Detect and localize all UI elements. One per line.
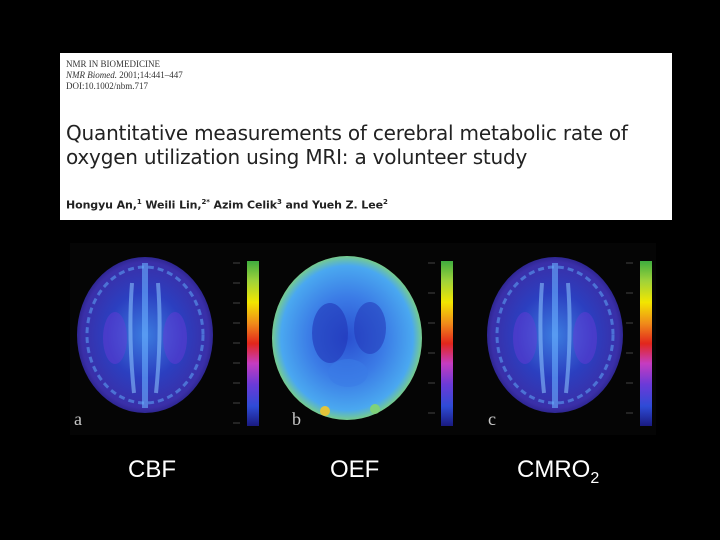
mri-figure-image [77, 256, 652, 426]
panel-a-color-scale [247, 261, 259, 426]
caption-cbf: CBF [128, 456, 176, 483]
panel-a-label: a [74, 409, 82, 429]
panel-c-color-scale [640, 261, 652, 426]
panel-c-label: c [488, 409, 496, 429]
journal-info: NMR IN BIOMEDICINE NMR Biomed. 2001;14:4… [66, 59, 183, 92]
paper-title-line1: Quantitative measurements of cerebral me… [66, 121, 628, 145]
panel-c-brain [487, 257, 623, 413]
caption-oef: OEF [330, 456, 380, 483]
panel-b-label: b [292, 409, 301, 429]
panel-b-color-scale [441, 261, 453, 426]
paper-title-line2: oxygen utilization using MRI: a voluntee… [66, 145, 528, 169]
paper-header: NMR IN BIOMEDICINE NMR Biomed. 2001;14:4… [60, 53, 672, 220]
paper-authors: Hongyu An,1 Weili Lin,2* Azim Celik3 and… [66, 198, 388, 212]
journal-name: NMR IN BIOMEDICINE [66, 59, 160, 69]
caption-cmro2: CMRO2 [517, 456, 600, 487]
mri-figure: a b c [70, 243, 656, 435]
paper-title: Quantitative measurements of cerebral me… [66, 121, 666, 169]
journal-doi: DOI:10.1002/nbm.717 [66, 81, 148, 91]
journal-citation: NMR Biomed. 2001;14:441–447 [66, 70, 183, 80]
panel-a-brain [77, 257, 213, 413]
panel-b-brain [272, 256, 422, 420]
